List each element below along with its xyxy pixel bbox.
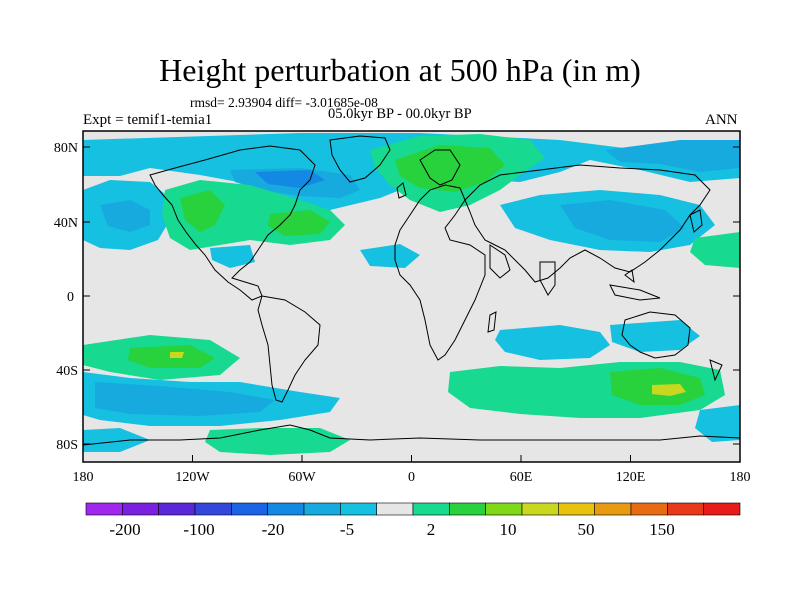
colorbar-swatch <box>594 502 632 516</box>
colorbar-label: -20 <box>262 520 285 539</box>
lat-label: 0 <box>67 290 74 305</box>
coastlines <box>83 135 740 446</box>
colorbar-label: 50 <box>578 520 595 539</box>
lon-label: 0 <box>408 470 415 485</box>
field-region <box>695 405 740 442</box>
colorbar-swatch <box>449 502 486 516</box>
field-region <box>610 320 700 352</box>
lon-label: 60E <box>510 470 533 485</box>
lon-label: 120E <box>616 470 646 485</box>
colorbar-label: -100 <box>183 520 214 539</box>
colorbar-swatch <box>158 502 196 516</box>
colorbar-label: 10 <box>500 520 517 539</box>
field-region <box>255 170 325 188</box>
colorbar-swatch <box>340 502 377 516</box>
colorbar-swatch <box>558 502 595 516</box>
field-region <box>652 384 686 396</box>
colorbar-swatch <box>703 502 741 516</box>
colorbar-label: 150 <box>649 520 675 539</box>
field-region <box>690 232 740 268</box>
field-region <box>395 145 505 192</box>
axis-ticks <box>82 146 741 462</box>
field-region <box>180 190 225 232</box>
map-title: Height perturbation at 500 hPa (in m) <box>159 52 641 88</box>
field-region <box>268 210 330 236</box>
field-region <box>560 200 685 242</box>
lon-label: 60W <box>288 470 316 485</box>
colorbar-label: -200 <box>109 520 140 539</box>
lat-label: 40N <box>54 216 78 231</box>
field-region <box>210 245 255 268</box>
colorbar-label: -5 <box>340 520 354 539</box>
colorbar-swatch <box>521 502 559 516</box>
field-region <box>360 244 420 268</box>
experiment-label: Expt = temif1-temia1 <box>83 112 213 128</box>
colorbar-swatch <box>376 502 414 516</box>
colorbar-swatch <box>485 502 523 516</box>
field-region <box>170 352 184 358</box>
colorbar-swatch <box>194 502 232 516</box>
colorbar-swatch <box>231 502 268 516</box>
stats-text: rmsd= 2.93904 diff= -3.01685e-08 <box>190 95 378 110</box>
season-label: ANN <box>705 112 738 128</box>
colorbar-swatch <box>412 502 450 516</box>
map-field <box>83 131 740 462</box>
field-region <box>495 325 610 360</box>
period-text: 05.0kyr BP - 00.0kyr BP <box>328 106 472 122</box>
colorbar-swatch <box>122 502 159 516</box>
field-region <box>605 140 740 172</box>
colorbar <box>85 502 741 516</box>
lat-label: 80S <box>56 438 78 453</box>
lon-label: 180 <box>730 470 751 485</box>
lat-label: 80N <box>54 141 78 156</box>
lon-label: 180 <box>73 470 94 485</box>
colorbar-swatch <box>85 502 123 516</box>
colorbar-label: 2 <box>427 520 436 539</box>
colorbar-swatch <box>267 502 305 516</box>
lon-label: 120W <box>175 470 210 485</box>
field-region <box>100 200 150 232</box>
field-region <box>95 382 275 416</box>
colorbar-swatch <box>667 502 704 516</box>
lat-label: 40S <box>56 364 78 379</box>
colorbar-swatch <box>303 502 341 516</box>
colorbar-swatch <box>630 502 668 516</box>
field-region <box>205 428 350 455</box>
field-region <box>83 428 150 452</box>
